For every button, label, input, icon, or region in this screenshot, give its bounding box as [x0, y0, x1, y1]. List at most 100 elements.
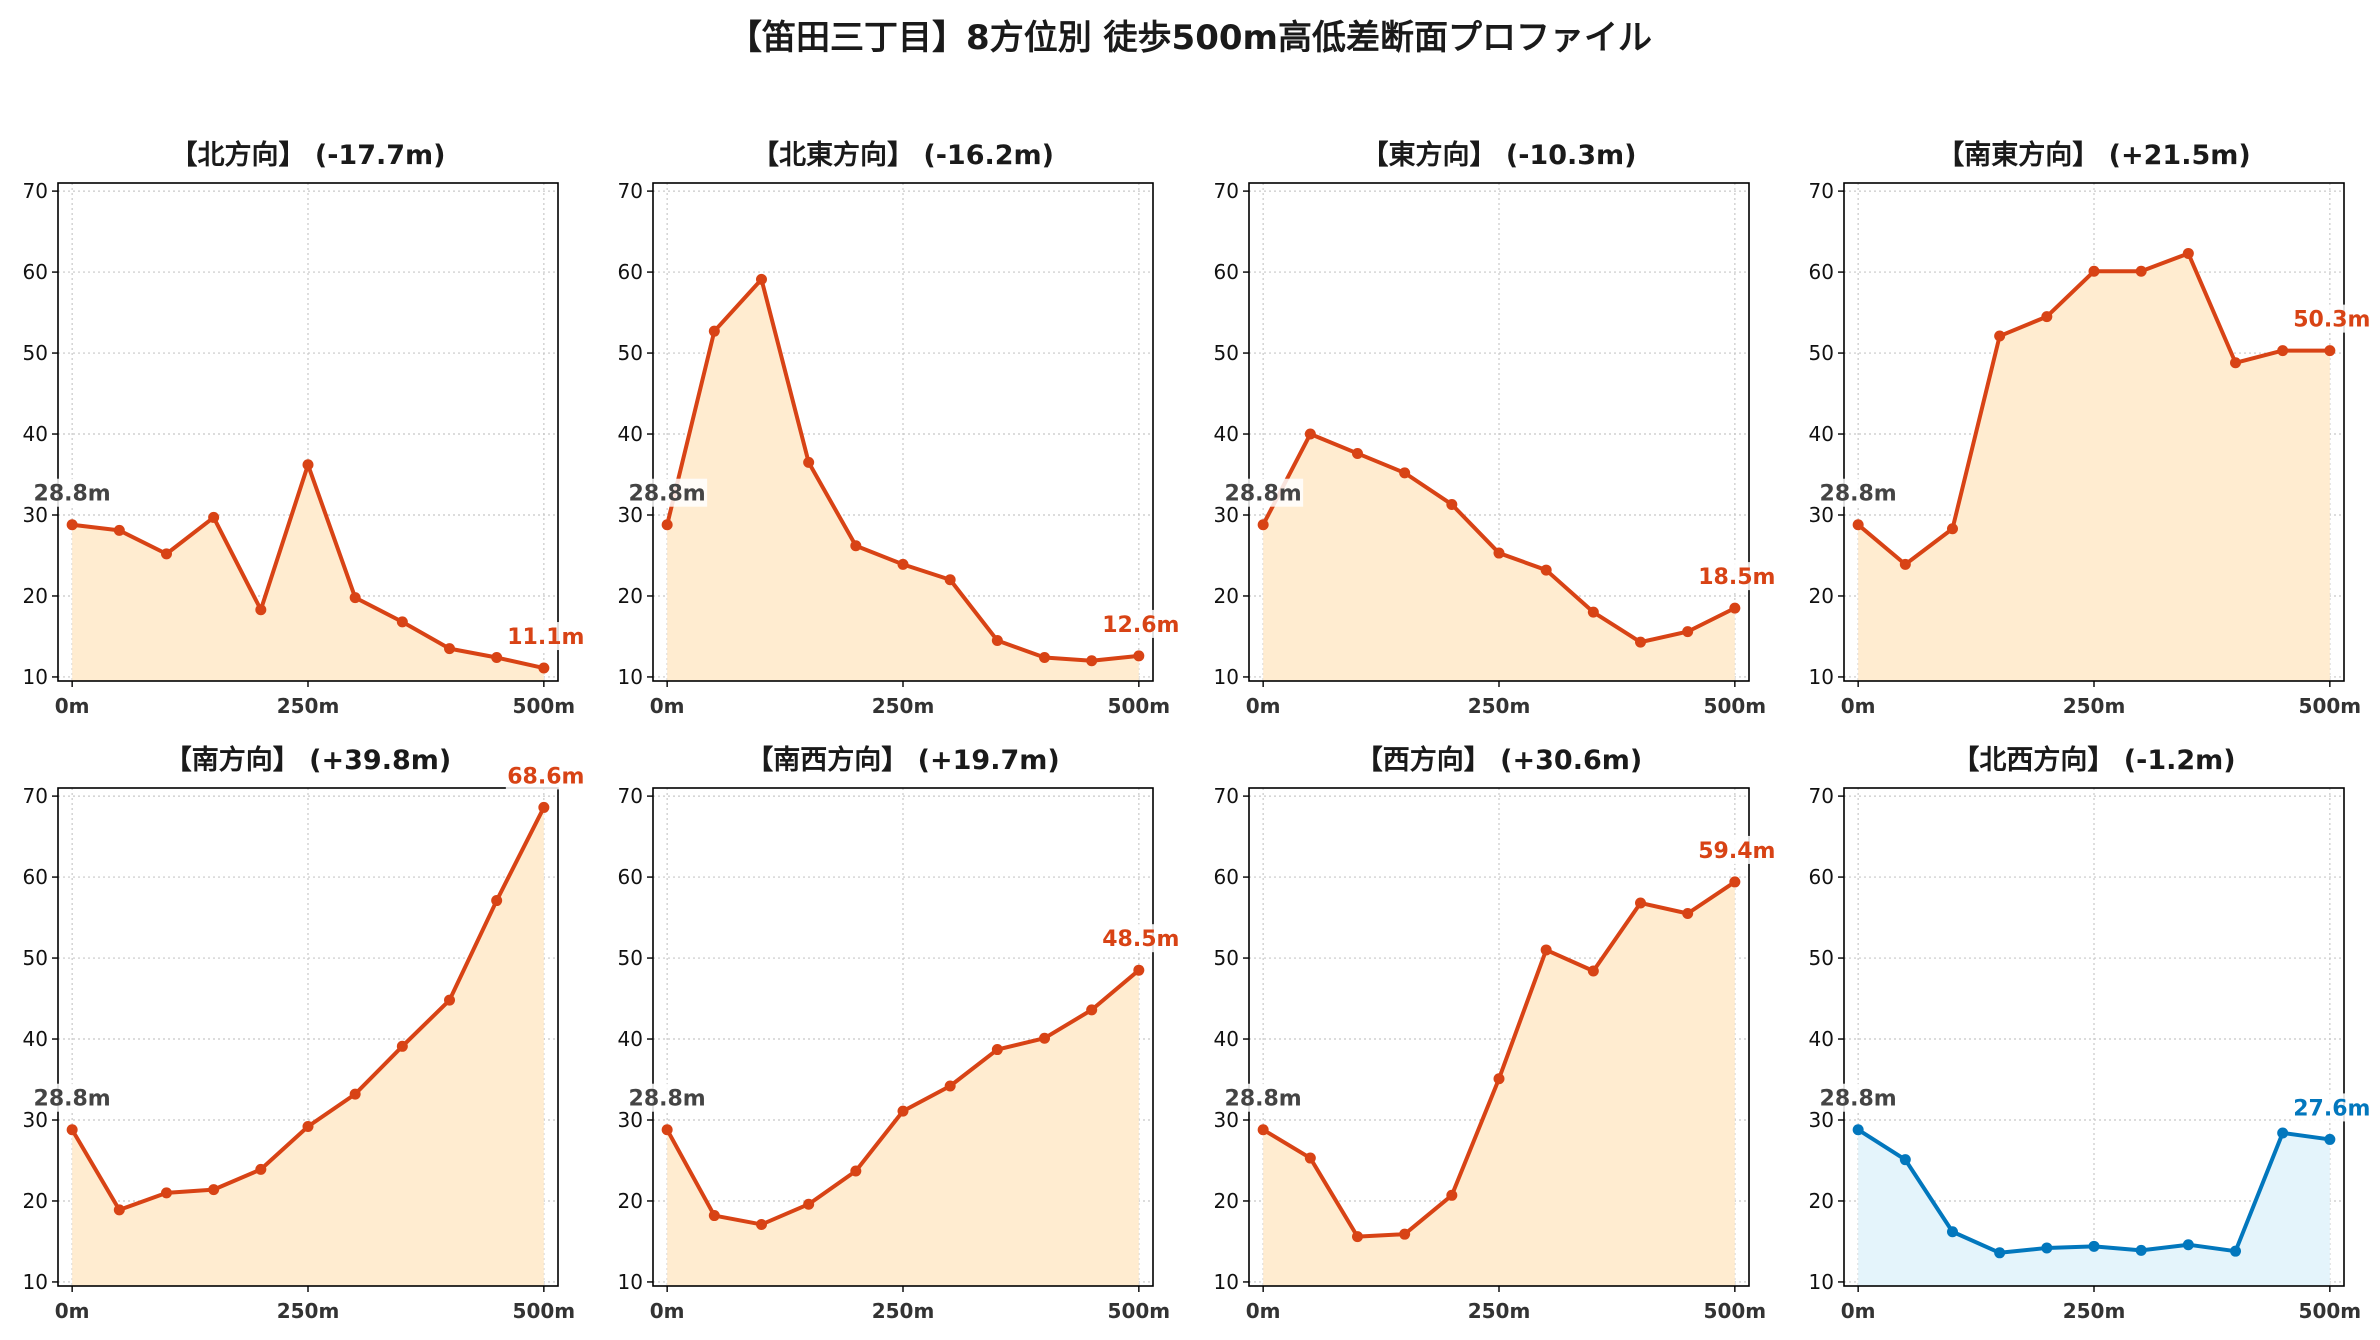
y-tick-label: 70	[23, 784, 48, 808]
data-point	[991, 1044, 1003, 1056]
y-tick-label: 50	[1214, 946, 1239, 970]
x-tick-label: 500m	[1108, 694, 1171, 718]
data-point	[1133, 964, 1145, 976]
start-value-label: 28.8m	[1225, 482, 1302, 507]
data-point	[1086, 655, 1098, 667]
data-point	[1899, 1154, 1911, 1166]
y-tick-label: 30	[1214, 1108, 1239, 1132]
subplot: 10 20 30 40 50 60 70 0m 250m 500m 【北方向】 (-17.7m) 28…	[23, 139, 585, 718]
subplot: 10 20 30 40 50 60 70 0m 250m 500m 【北西方向】 (-1.2m) 28…	[1809, 744, 2371, 1323]
data-point	[708, 1210, 720, 1222]
y-tick-label: 60	[23, 865, 48, 889]
data-point	[396, 616, 408, 628]
x-tick-label: 250m	[2063, 1299, 2126, 1323]
y-tick-label: 60	[23, 260, 48, 284]
data-point	[349, 1088, 361, 1100]
subplot: 10 20 30 40 50 60 70 0m 250m 500m 【東方向】 (-10.3m) 28…	[1214, 139, 1776, 718]
data-point	[2277, 1127, 2289, 1139]
data-point	[302, 1120, 314, 1132]
data-point	[1540, 944, 1552, 956]
x-tick-label: 500m	[1704, 694, 1767, 718]
data-point	[944, 574, 956, 586]
y-tick-label: 10	[618, 665, 643, 689]
data-point	[1540, 564, 1552, 576]
data-point	[2324, 345, 2336, 357]
data-point	[160, 548, 172, 560]
area-fill	[1858, 253, 2330, 681]
x-tick-label: 500m	[2299, 1299, 2362, 1323]
start-value-label: 28.8m	[34, 1087, 111, 1112]
data-point	[991, 635, 1003, 647]
subplot-title: 【南東方向】 (+21.5m)	[1937, 139, 2250, 171]
data-point	[1587, 965, 1599, 977]
data-point	[897, 1105, 909, 1117]
start-label-bg	[1818, 478, 1899, 507]
x-tick-label: 250m	[2063, 694, 2126, 718]
data-point	[1682, 626, 1694, 638]
data-point	[755, 1218, 767, 1230]
end-label-bg	[1100, 609, 1179, 638]
data-point	[1852, 519, 1864, 531]
start-label-bg	[32, 478, 113, 507]
data-point	[444, 994, 456, 1006]
subplot: 10 20 30 40 50 60 70 0m 250m 500m 【南方向】 (+39.8m) 28…	[23, 744, 585, 1323]
data-point	[396, 1040, 408, 1052]
x-tick-label: 250m	[872, 694, 935, 718]
x-tick-label: 250m	[277, 694, 340, 718]
data-point	[1682, 908, 1694, 920]
subplot-title: 【北方向】 (-17.7m)	[170, 139, 445, 171]
data-point	[1899, 558, 1911, 570]
data-point	[2088, 1240, 2100, 1252]
y-tick-label: 50	[1809, 946, 1834, 970]
y-tick-label: 20	[23, 1189, 48, 1213]
y-tick-label: 50	[1214, 341, 1239, 365]
x-tick-label: 250m	[1468, 694, 1531, 718]
x-tick-label: 0m	[1841, 1299, 1876, 1323]
y-tick-label: 70	[618, 179, 643, 203]
y-tick-label: 20	[1214, 1189, 1239, 1213]
start-value-label: 28.8m	[629, 1087, 706, 1112]
data-point	[1304, 1152, 1316, 1164]
end-value-label: 68.6m	[507, 764, 584, 789]
y-tick-label: 20	[618, 584, 643, 608]
end-value-label: 11.1m	[507, 625, 584, 650]
end-label-bg	[1100, 924, 1179, 953]
y-tick-label: 70	[1809, 179, 1834, 203]
data-point	[2041, 311, 2053, 323]
data-point	[66, 1124, 78, 1136]
y-tick-label: 30	[23, 503, 48, 527]
end-value-label: 27.6m	[2293, 1096, 2370, 1121]
start-value-label: 28.8m	[1820, 482, 1897, 507]
data-point	[850, 540, 862, 552]
end-value-label: 18.5m	[1698, 565, 1775, 590]
x-tick-label: 250m	[277, 1299, 340, 1323]
y-tick-label: 10	[1809, 665, 1834, 689]
data-point	[1399, 1228, 1411, 1240]
data-point	[1852, 1124, 1864, 1136]
x-tick-label: 0m	[650, 694, 685, 718]
data-point	[2135, 265, 2147, 277]
y-tick-label: 60	[1809, 865, 1834, 889]
area-fill	[72, 464, 544, 681]
subplot-title: 【北西方向】 (-1.2m)	[1952, 744, 2235, 776]
data-point	[1351, 447, 1363, 459]
x-tick-label: 500m	[2299, 694, 2362, 718]
data-point	[1635, 636, 1647, 648]
data-point	[1994, 330, 2006, 342]
start-label-bg	[627, 478, 708, 507]
data-point	[538, 801, 550, 813]
y-tick-label: 20	[1809, 584, 1834, 608]
data-point	[1304, 428, 1316, 440]
data-point	[1729, 876, 1741, 888]
subplot: 10 20 30 40 50 60 70 0m 250m 500m 【西方向】 (+30.6m) 28…	[1214, 744, 1776, 1323]
area-fill	[1858, 1129, 2330, 1286]
data-point	[1635, 897, 1647, 909]
x-tick-label: 500m	[1108, 1299, 1171, 1323]
data-point	[1039, 652, 1051, 664]
data-point	[113, 524, 125, 536]
y-tick-label: 50	[618, 946, 643, 970]
subplot: 10 20 30 40 50 60 70 0m 250m 500m 【北東方向】 (-16.2m) 2…	[618, 139, 1180, 718]
y-tick-label: 40	[1214, 422, 1239, 446]
data-point	[1133, 650, 1145, 662]
y-tick-label: 60	[1809, 260, 1834, 284]
